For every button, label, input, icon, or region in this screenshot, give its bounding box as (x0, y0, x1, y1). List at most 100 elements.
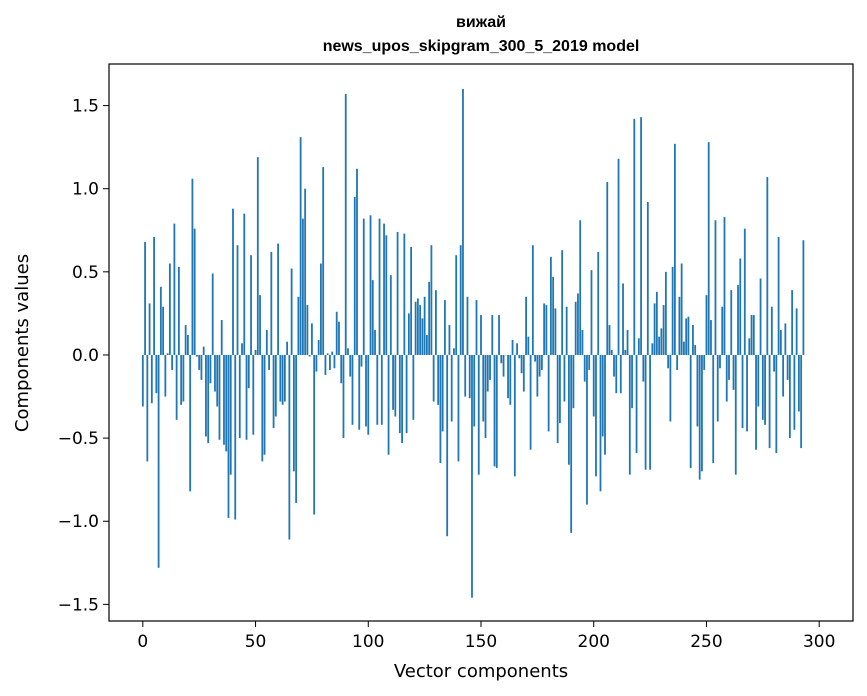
bar-71 (301, 218, 304, 355)
bar-180 (547, 354, 550, 432)
bar-55 (265, 330, 268, 355)
bar-196 (583, 354, 586, 382)
bar-12 (168, 263, 171, 355)
x-tick-label: 50 (245, 632, 267, 652)
bar-8 (159, 286, 162, 355)
bar-72 (304, 188, 307, 355)
bar-145 (468, 354, 471, 399)
bar-104 (376, 354, 379, 425)
bar-279 (770, 306, 773, 355)
bar-192 (574, 301, 577, 355)
bar-238 (678, 296, 681, 355)
bar-171 (527, 336, 530, 355)
y-tick-label: −1.0 (58, 512, 99, 532)
bar-217 (631, 354, 633, 409)
bar-1 (144, 241, 146, 355)
bar-97 (360, 354, 363, 367)
bar-259 (725, 354, 728, 402)
bar-218 (633, 118, 636, 355)
bar-96 (358, 354, 361, 430)
bar-109 (387, 354, 390, 455)
bar-85 (333, 354, 336, 369)
bar-233 (667, 354, 670, 369)
bar-224 (646, 202, 649, 355)
bar-152 (484, 354, 487, 439)
bar-149 (477, 354, 480, 475)
bar-202 (597, 251, 600, 355)
bar-69 (297, 296, 300, 355)
bar-156 (493, 354, 496, 467)
bar-47 (247, 354, 250, 389)
bar-46 (245, 354, 248, 440)
bar-182 (552, 276, 555, 355)
bar-81 (324, 354, 327, 375)
bar-29 (207, 354, 210, 444)
bar-83 (329, 354, 331, 370)
bar-92 (349, 354, 352, 377)
bar-254 (714, 220, 717, 355)
bar-131 (437, 354, 440, 405)
bar-226 (651, 343, 654, 355)
bar-274 (759, 278, 762, 355)
bar-269 (748, 338, 751, 355)
bar-121 (414, 301, 417, 355)
bar-43 (238, 354, 241, 439)
bar-163 (509, 354, 512, 405)
bar-188 (565, 306, 568, 355)
bar-133 (441, 354, 444, 432)
bars-group (141, 88, 805, 598)
bar-50 (254, 349, 257, 355)
bar-117 (405, 354, 408, 434)
bar-189 (568, 354, 570, 465)
bar-185 (559, 354, 561, 424)
bar-244 (692, 325, 694, 355)
bar-211 (617, 158, 620, 355)
bar-48 (250, 255, 252, 355)
y-tick-label: −1.5 (58, 595, 99, 615)
bar-282 (777, 236, 780, 355)
bar-73 (306, 305, 309, 355)
bar-243 (689, 354, 692, 469)
bar-58 (272, 354, 275, 429)
bar-137 (450, 354, 453, 422)
bar-262 (732, 354, 735, 390)
bar-39 (229, 354, 232, 475)
bar-249 (703, 354, 706, 370)
bar-17 (180, 354, 183, 405)
y-axis-label: Components values (12, 254, 33, 432)
bar-151 (482, 354, 485, 422)
bar-125 (423, 296, 426, 355)
bar-90 (344, 93, 347, 355)
bar-232 (664, 271, 667, 355)
bar-162 (507, 354, 509, 399)
bar-34 (218, 354, 221, 440)
bar-91 (347, 348, 349, 355)
bar-132 (439, 354, 442, 464)
bar-158 (498, 315, 500, 355)
bar-275 (761, 354, 764, 420)
x-tick-label: 0 (137, 632, 148, 652)
bar-208 (610, 349, 613, 355)
chart-title-line-1: вижай (456, 14, 506, 31)
bar-30 (209, 354, 212, 384)
bar-112 (394, 354, 397, 417)
bar-18 (182, 354, 185, 402)
bar-127 (428, 281, 431, 355)
bar-293 (802, 240, 805, 355)
bar-123 (419, 305, 422, 355)
bar-277 (766, 177, 769, 355)
y-tick-label: 0.0 (72, 346, 99, 366)
bar-198 (588, 354, 591, 370)
bar-110 (389, 275, 392, 355)
bar-194 (579, 220, 582, 355)
bar-220 (637, 338, 640, 355)
bar-261 (730, 290, 733, 355)
bar-271 (752, 315, 755, 355)
bar-266 (741, 354, 744, 429)
bar-191 (572, 354, 575, 409)
bar-100 (367, 354, 370, 435)
bar-2 (146, 354, 149, 462)
bar-139 (455, 255, 458, 355)
bar-280 (773, 354, 775, 372)
x-tick-label: 300 (803, 632, 835, 652)
